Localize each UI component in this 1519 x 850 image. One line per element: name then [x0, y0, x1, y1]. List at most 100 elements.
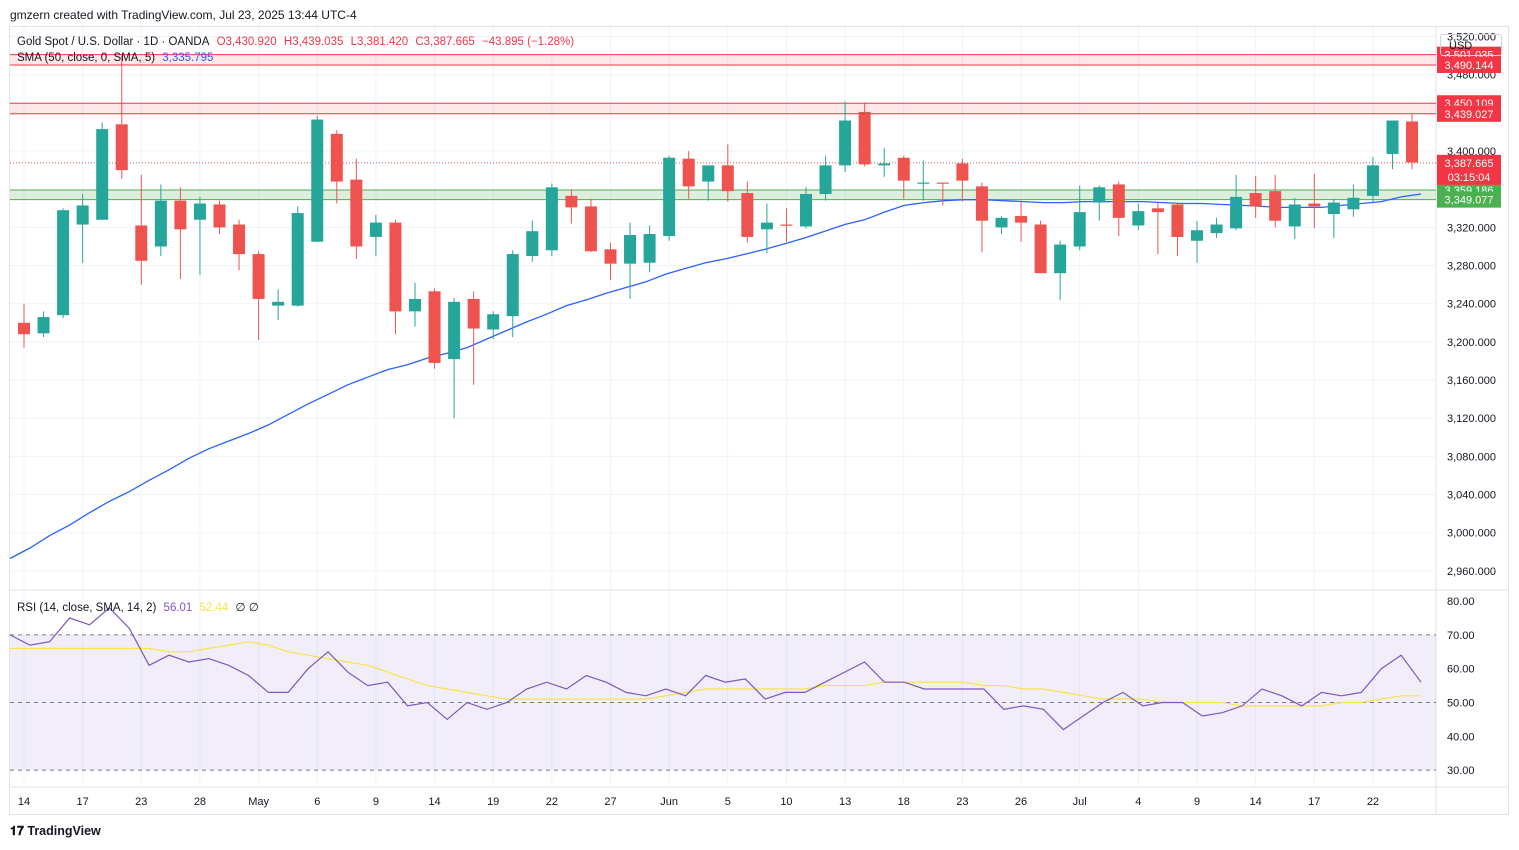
candle-body [311, 119, 324, 242]
candle-body [1288, 204, 1301, 227]
sma-legend[interactable]: SMA (50, close, 0, SMA, 5) 3,335.795 [17, 52, 217, 64]
candle [252, 251, 265, 340]
candle-body [1093, 187, 1106, 203]
candle [995, 215, 1008, 235]
candle [1171, 202, 1184, 257]
sma-value: 3,335.795 [162, 52, 214, 64]
candle-body [1073, 212, 1086, 247]
candle-body [506, 254, 519, 317]
time-tick-label: 17 [77, 796, 89, 808]
time-tick-label: 13 [839, 796, 851, 808]
price-tick-label: 3,240.000 [1447, 299, 1496, 311]
time-tick-label: 5 [725, 796, 731, 808]
price-level-tag: 3,490.144 [1445, 60, 1494, 72]
time-tick-label: 10 [780, 796, 792, 808]
candle [1015, 200, 1028, 242]
brand-label: TradingView [27, 824, 101, 838]
rsi-line [9, 607, 1422, 731]
candle [936, 182, 949, 206]
candle-body [1015, 215, 1028, 223]
time-tick-label: Jun [660, 796, 678, 808]
candle [526, 220, 539, 262]
candle [1073, 185, 1086, 251]
candle [389, 219, 402, 335]
candle [115, 55, 128, 179]
price-level-tag-bg [1437, 57, 1501, 74]
candle-body [917, 182, 930, 184]
rsi-ma-line [10, 641, 1421, 707]
candle-body [154, 200, 167, 247]
candle [917, 160, 930, 201]
candle [1347, 184, 1360, 217]
candle-body [526, 231, 539, 257]
rsi-legend[interactable]: RSI (14, close, SMA, 14, 2) 56.01 52.44 … [17, 600, 263, 614]
candle [350, 158, 363, 259]
candle-body [975, 186, 988, 221]
candle-body [897, 157, 910, 181]
candle-body [1054, 244, 1067, 274]
rsi-ma-value: 52.44 [199, 602, 229, 614]
candle [682, 151, 695, 199]
time-tick-label: 28 [194, 796, 206, 808]
candle-body [565, 195, 578, 208]
candle-body [115, 124, 128, 171]
price-tick-label: 3,200.000 [1447, 337, 1496, 349]
rsi-tick-label: 60.00 [1447, 664, 1475, 676]
candle-body [1171, 204, 1184, 237]
price-level-band [10, 103, 1436, 114]
candle [663, 155, 676, 241]
symbol-label[interactable]: Gold Spot / U.S. Dollar · 1D · OANDA [17, 36, 210, 48]
open-value: O3,430.920 [216, 36, 277, 48]
candle [1308, 173, 1321, 229]
time-tick-label: 6 [314, 796, 320, 808]
candle-body [1112, 184, 1125, 218]
time-tick-label: 22 [546, 796, 558, 808]
rsi-tick-label: 80.00 [1447, 596, 1475, 608]
candle-body [135, 225, 148, 261]
candle [96, 122, 109, 220]
candle-body [1034, 224, 1047, 274]
currency-selector[interactable]: USD [1440, 34, 1502, 56]
candle [37, 311, 50, 338]
candle [780, 208, 793, 242]
candle [800, 187, 812, 229]
candle-body [350, 179, 363, 247]
price-tick-label: 3,040.000 [1447, 490, 1496, 502]
candle-body [1269, 191, 1282, 221]
price-tick-label: 3,320.000 [1447, 222, 1496, 234]
candle [369, 214, 382, 257]
candle [1327, 198, 1340, 238]
sma-50-line [9, 193, 1422, 560]
candle [1054, 240, 1067, 300]
rsi-extra: ∅ ∅ [235, 602, 259, 614]
candle [975, 182, 988, 253]
candle-body [1406, 121, 1419, 163]
candle-body [233, 224, 246, 255]
candle [467, 291, 480, 385]
candle [702, 165, 715, 201]
candle-body [545, 187, 558, 251]
tv-logo-icon: 𝟏𝟕 [10, 824, 28, 838]
candle [1151, 202, 1164, 255]
candle [193, 196, 206, 276]
candle [1034, 220, 1047, 274]
candle [57, 208, 70, 319]
candle [1406, 113, 1419, 170]
candle-body [272, 301, 285, 306]
candle-body [878, 163, 891, 166]
candle [1132, 203, 1145, 231]
last-price-tag-bg [1437, 154, 1501, 185]
candle [311, 115, 324, 242]
candle-body [604, 249, 617, 264]
time-tick-label: May [248, 796, 269, 808]
candle [291, 206, 304, 307]
candle-body [330, 133, 343, 182]
time-tick-label: 19 [487, 796, 499, 808]
price-level-tag-bg [1437, 191, 1501, 208]
candle-body [76, 205, 89, 225]
time-tick-label: 23 [956, 796, 968, 808]
candle-body [780, 224, 793, 226]
time-tick-label: 27 [604, 796, 616, 808]
rsi-tick-label: 30.00 [1447, 765, 1475, 777]
